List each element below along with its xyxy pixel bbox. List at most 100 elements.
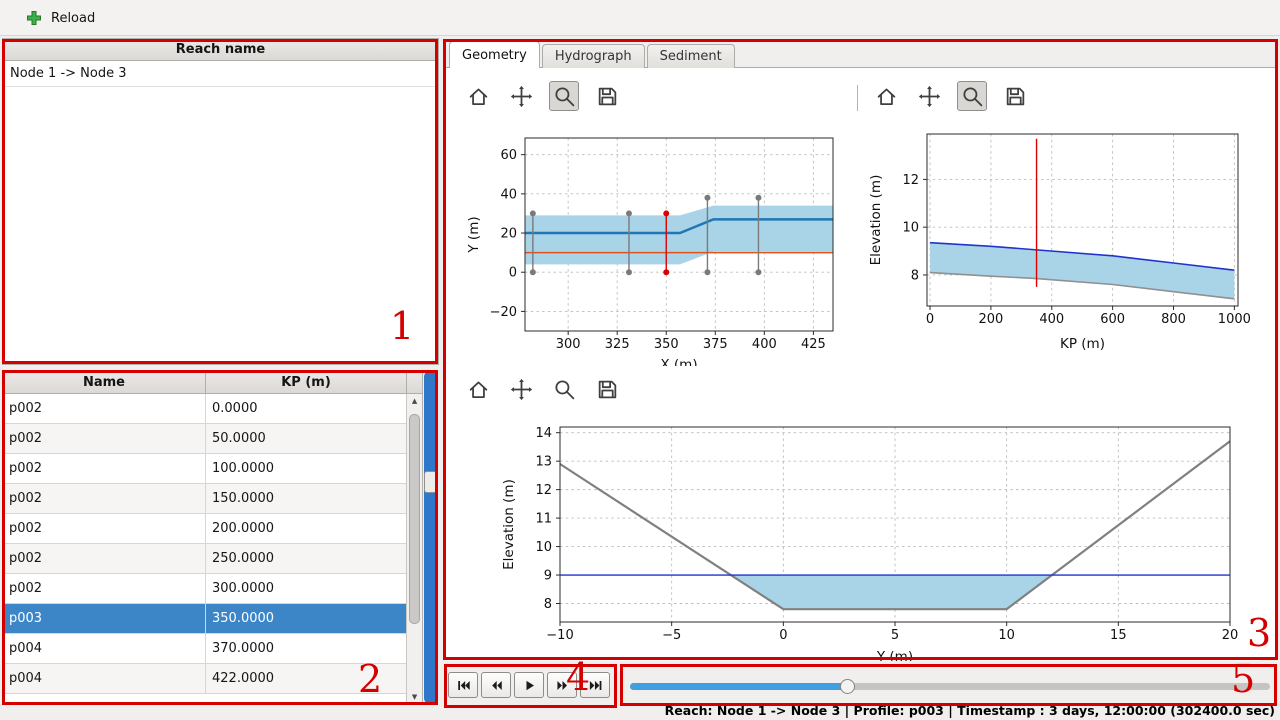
zoom-icon [554,86,574,106]
zoom-icon [962,86,982,106]
profile-row[interactable]: p002 0.0000 [3,394,407,424]
skip-end-button[interactable] [580,672,610,698]
cross-section-toolbar [463,373,622,405]
profile-kp-cell: 422.0000 [212,671,275,686]
svg-text:15: 15 [1110,628,1127,643]
profile-kp-cell: 200.0000 [212,521,275,536]
svg-text:Elevation (m): Elevation (m) [501,479,517,570]
zoom-tool-button[interactable] [957,81,987,111]
svg-text:8: 8 [544,597,552,612]
profile-table-body: p002 0.0000 p002 50.0000 p002 100.0000 p002 150… [3,394,422,704]
svg-text:400: 400 [1039,312,1064,327]
step-back-button[interactable] [481,672,511,698]
long-profile-chart[interactable]: 0 200 400 600 800 1000 8 10 12 KP (m) Elevation (m… [862,114,1260,354]
save-tool-button[interactable] [1000,81,1030,111]
column-header-kp[interactable]: KP (m) [206,371,407,393]
svg-text:9: 9 [544,569,552,584]
top-toolbar: Reload [0,0,1280,36]
plan-view-chart[interactable]: 300 325 350 375 400 425 −20 0 20 40 60 X (m) Y (m) [448,114,860,366]
home-tool-button[interactable] [463,374,493,404]
table-scrollbar[interactable]: ▲ ▼ [406,394,422,704]
profile-kp-cell: 370.0000 [212,641,275,656]
profile-row[interactable]: p002 250.0000 [3,544,407,574]
tab-sediment[interactable]: Sediment [646,44,735,68]
zoom-tool-button[interactable] [549,81,579,111]
long-profile-toolbar [871,80,1030,112]
save-icon [598,380,616,398]
scrollbar-down-arrow[interactable]: ▼ [411,693,418,701]
cross-section-chart[interactable]: −10 −5 0 5 10 15 20 8 9 10 11 12 13 14 Y (m) Elevation … [448,407,1260,661]
svg-text:10: 10 [535,540,552,555]
svg-text:Y (m): Y (m) [466,216,482,253]
svg-text:Y (m): Y (m) [876,649,913,661]
pan-tool-button[interactable] [914,81,944,111]
scrollbar-thumb[interactable] [409,414,421,624]
time-slider[interactable] [630,678,1270,695]
svg-text:20: 20 [500,227,517,242]
reach-list-panel: Reach name Node 1 -> Node 3 [2,38,439,365]
reach-list-item[interactable]: Node 1 -> Node 3 [3,61,438,87]
svg-text:11: 11 [535,512,552,527]
profile-row[interactable]: p002 200.0000 [3,514,407,544]
profile-kp-cell: 50.0000 [212,431,266,446]
profile-name-cell: p004 [3,664,206,693]
svg-text:10: 10 [902,221,919,236]
splitter-handle[interactable] [424,471,437,493]
tab-geometry[interactable]: Geometry [449,41,540,68]
profile-name-cell: p002 [3,454,206,483]
profile-name-cell: p002 [3,514,206,543]
home-tool-button[interactable] [463,81,493,111]
plan-plot-toolbar [463,80,622,112]
tab-hydrograph[interactable]: Hydrograph [541,44,645,68]
profile-name-cell: p002 [3,394,206,423]
profile-row[interactable]: p003 350.0000 [3,604,407,634]
profile-row[interactable]: p004 422.0000 [3,664,407,694]
save-tool-button[interactable] [592,81,622,111]
profile-kp-cell: 350.0000 [212,611,275,626]
svg-text:20: 20 [1222,628,1239,643]
plot-content: 300 325 350 375 400 425 −20 0 20 40 60 X (m) Y (m) 0… [443,67,1278,661]
svg-text:375: 375 [703,337,728,352]
pan-tool-button[interactable] [506,81,536,111]
profile-name-cell: p002 [3,574,206,603]
profile-rows: p002 0.0000 p002 50.0000 p002 100.0000 p002 150… [3,394,407,704]
scrollbar-up-arrow[interactable]: ▲ [411,397,418,405]
svg-text:600: 600 [1100,312,1125,327]
home-tool-button[interactable] [871,81,901,111]
step-forward-icon [556,680,567,690]
svg-text:40: 40 [500,187,517,202]
profile-row[interactable]: p002 100.0000 [3,454,407,484]
profile-row[interactable]: p002 150.0000 [3,484,407,514]
profile-table-panel: Name KP (m) p002 0.0000 p002 50.0000 p002 100… [2,370,423,705]
column-header-name[interactable]: Name [3,371,206,393]
step-forward-button[interactable] [547,672,577,698]
home-icon [469,381,487,398]
slider-track[interactable] [630,683,1270,690]
svg-text:350: 350 [654,337,679,352]
profile-row[interactable]: p002 50.0000 [3,424,407,454]
svg-text:8: 8 [911,268,919,283]
play-button[interactable] [514,672,544,698]
slider-knob[interactable] [840,679,855,694]
zoom-tool-button[interactable] [549,374,579,404]
pan-tool-button[interactable] [506,374,536,404]
profile-row[interactable]: p004 370.0000 [3,634,407,664]
profile-name-cell: p004 [3,634,206,663]
save-icon [1006,87,1024,105]
profile-name-cell: p002 [3,484,206,513]
profile-row[interactable]: p002 300.0000 [3,574,407,604]
reach-list-header: Reach name [3,39,438,61]
splitter-scrollbar[interactable] [424,371,437,704]
save-tool-button[interactable] [592,374,622,404]
reload-button[interactable]: Reload [18,4,103,32]
profile-name-cell: p002 [3,544,206,573]
profile-table-header: Name KP (m) [3,371,422,394]
svg-text:12: 12 [902,173,919,188]
svg-text:325: 325 [605,337,630,352]
play-icon [526,680,534,690]
profile-kp-cell: 100.0000 [212,461,275,476]
pan-icon [510,85,532,107]
skip-start-button[interactable] [448,672,478,698]
home-icon [877,88,895,105]
profile-kp-cell: 300.0000 [212,581,275,596]
